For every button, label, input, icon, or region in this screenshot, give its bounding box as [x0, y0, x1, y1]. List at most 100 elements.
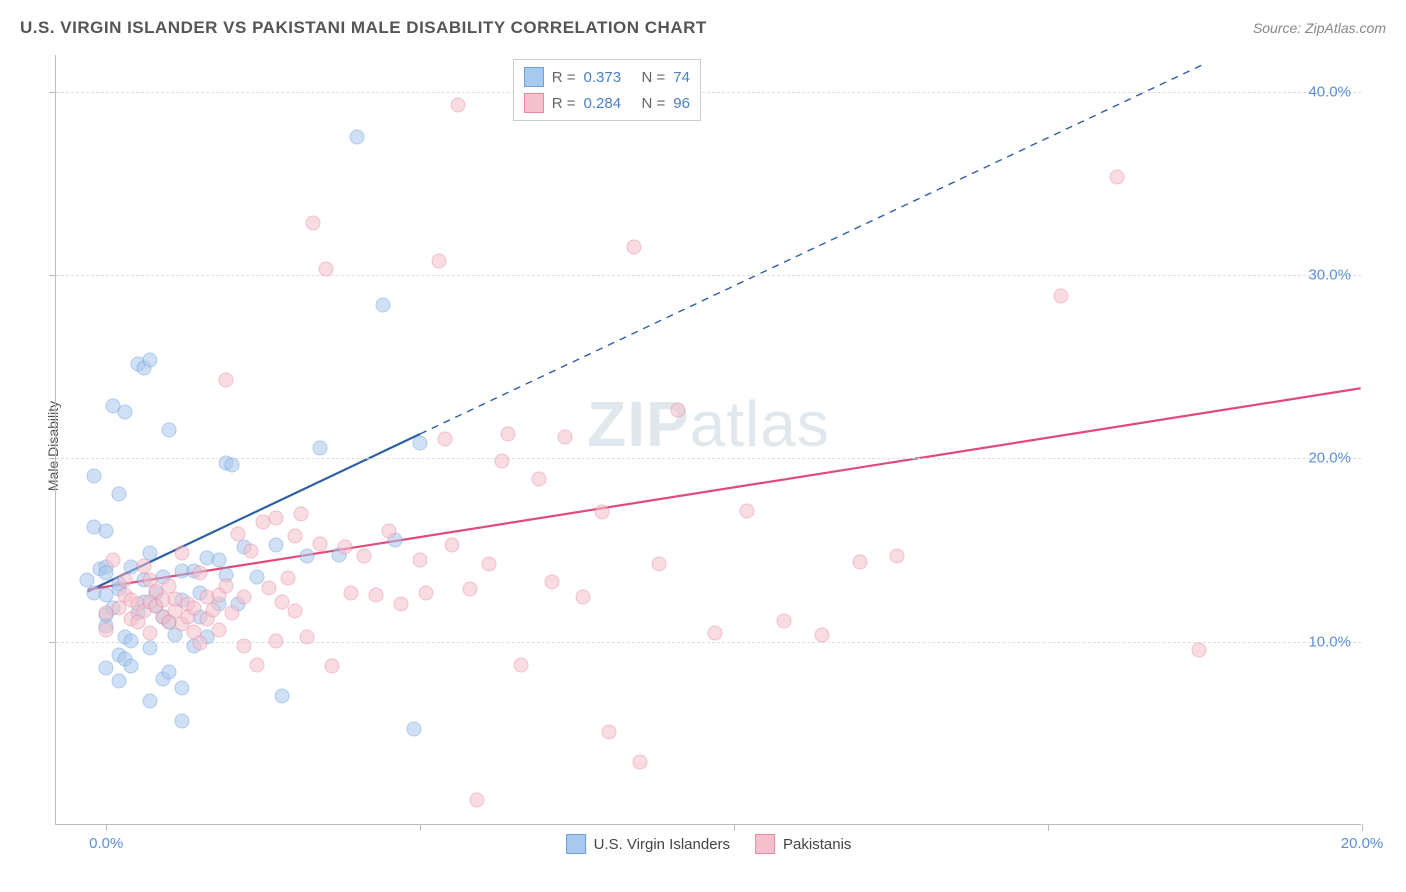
- x-tick-mark: [106, 824, 107, 831]
- data-point-usvi: [375, 298, 390, 313]
- data-point-pakistani: [136, 558, 151, 573]
- data-point-pakistani: [306, 215, 321, 230]
- data-point-pakistani: [237, 639, 252, 654]
- data-point-pakistani: [218, 373, 233, 388]
- y-tick-label: 40.0%: [1308, 83, 1351, 100]
- data-point-usvi: [124, 633, 139, 648]
- data-point-pakistani: [626, 239, 641, 254]
- data-point-usvi: [111, 674, 126, 689]
- data-point-usvi: [174, 681, 189, 696]
- data-point-pakistani: [218, 578, 233, 593]
- x-tick-label: 20.0%: [1341, 835, 1384, 852]
- legend-swatch: [755, 834, 775, 854]
- data-point-pakistani: [281, 571, 296, 586]
- data-point-pakistani: [1191, 642, 1206, 657]
- gridline-h: [56, 275, 1361, 276]
- data-point-usvi: [99, 523, 114, 538]
- y-tick-label: 10.0%: [1308, 633, 1351, 650]
- data-point-pakistani: [852, 554, 867, 569]
- data-point-pakistani: [105, 553, 120, 568]
- legend-swatch-pakistani: [524, 93, 544, 113]
- data-point-pakistani: [413, 553, 428, 568]
- data-point-pakistani: [193, 565, 208, 580]
- data-point-pakistani: [268, 633, 283, 648]
- data-point-usvi: [212, 553, 227, 568]
- legend-item-pakistani: Pakistanis: [755, 834, 851, 854]
- scatter-plot-area: ZIPatlas R =0.373N =74R =0.284N =96 U.S.…: [55, 55, 1361, 825]
- data-point-usvi: [224, 457, 239, 472]
- data-point-usvi: [249, 569, 264, 584]
- x-tick-mark: [1048, 824, 1049, 831]
- data-point-usvi: [143, 694, 158, 709]
- data-point-pakistani: [300, 630, 315, 645]
- data-point-usvi: [86, 468, 101, 483]
- data-point-pakistani: [601, 725, 616, 740]
- data-point-pakistani: [325, 659, 340, 674]
- data-point-pakistani: [501, 426, 516, 441]
- data-point-pakistani: [450, 98, 465, 113]
- legend-item-usvi: U.S. Virgin Islanders: [566, 834, 730, 854]
- data-point-pakistani: [557, 430, 572, 445]
- data-point-pakistani: [205, 602, 220, 617]
- data-point-pakistani: [187, 600, 202, 615]
- data-point-usvi: [162, 422, 177, 437]
- data-point-pakistani: [432, 254, 447, 269]
- data-point-pakistani: [739, 503, 754, 518]
- data-point-pakistani: [193, 635, 208, 650]
- source-attribution: Source: ZipAtlas.com: [1253, 20, 1386, 36]
- data-point-pakistani: [224, 606, 239, 621]
- gridline-h: [56, 458, 1361, 459]
- data-point-usvi: [406, 721, 421, 736]
- data-point-pakistani: [268, 510, 283, 525]
- y-tick-mark: [49, 275, 56, 276]
- data-point-pakistani: [576, 589, 591, 604]
- data-point-usvi: [312, 441, 327, 456]
- data-point-pakistani: [595, 505, 610, 520]
- data-point-pakistani: [369, 587, 384, 602]
- data-point-pakistani: [249, 657, 264, 672]
- x-tick-mark: [420, 824, 421, 831]
- gridline-h: [56, 92, 1361, 93]
- data-point-pakistani: [356, 549, 371, 564]
- data-point-usvi: [268, 538, 283, 553]
- data-point-pakistani: [262, 580, 277, 595]
- data-point-pakistani: [318, 261, 333, 276]
- series-legend: U.S. Virgin Islanders Pakistanis: [566, 834, 852, 854]
- data-point-usvi: [413, 435, 428, 450]
- y-tick-mark: [49, 642, 56, 643]
- data-point-pakistani: [815, 628, 830, 643]
- data-point-pakistani: [532, 472, 547, 487]
- correlation-legend: R =0.373N =74R =0.284N =96: [513, 59, 701, 121]
- y-tick-mark: [49, 92, 56, 93]
- data-point-usvi: [99, 565, 114, 580]
- data-point-pakistani: [438, 432, 453, 447]
- data-point-pakistani: [482, 556, 497, 571]
- data-point-pakistani: [1110, 169, 1125, 184]
- watermark: ZIPatlas: [587, 387, 830, 461]
- legend-swatch: [566, 834, 586, 854]
- chart-header: U.S. VIRGIN ISLANDER VS PAKISTANI MALE D…: [20, 18, 1386, 38]
- legend-swatch-usvi: [524, 67, 544, 87]
- data-point-pakistani: [344, 586, 359, 601]
- data-point-usvi: [143, 641, 158, 656]
- data-point-pakistani: [670, 402, 685, 417]
- gridline-h: [56, 642, 1361, 643]
- x-tick-label: 0.0%: [89, 835, 123, 852]
- legend-row-usvi: R =0.373N =74: [524, 64, 690, 90]
- data-point-pakistani: [118, 573, 133, 588]
- y-tick-label: 30.0%: [1308, 267, 1351, 284]
- data-point-pakistani: [312, 536, 327, 551]
- y-tick-mark: [49, 458, 56, 459]
- data-point-pakistani: [287, 604, 302, 619]
- data-point-pakistani: [293, 507, 308, 522]
- data-point-pakistani: [287, 529, 302, 544]
- trend-lines-layer: [56, 55, 1361, 824]
- data-point-pakistani: [212, 622, 227, 637]
- data-point-pakistani: [777, 613, 792, 628]
- data-point-pakistani: [513, 657, 528, 672]
- trend-line-pakistani: [88, 388, 1361, 589]
- data-point-usvi: [162, 664, 177, 679]
- data-point-pakistani: [381, 523, 396, 538]
- data-point-pakistani: [469, 793, 484, 808]
- data-point-usvi: [300, 549, 315, 564]
